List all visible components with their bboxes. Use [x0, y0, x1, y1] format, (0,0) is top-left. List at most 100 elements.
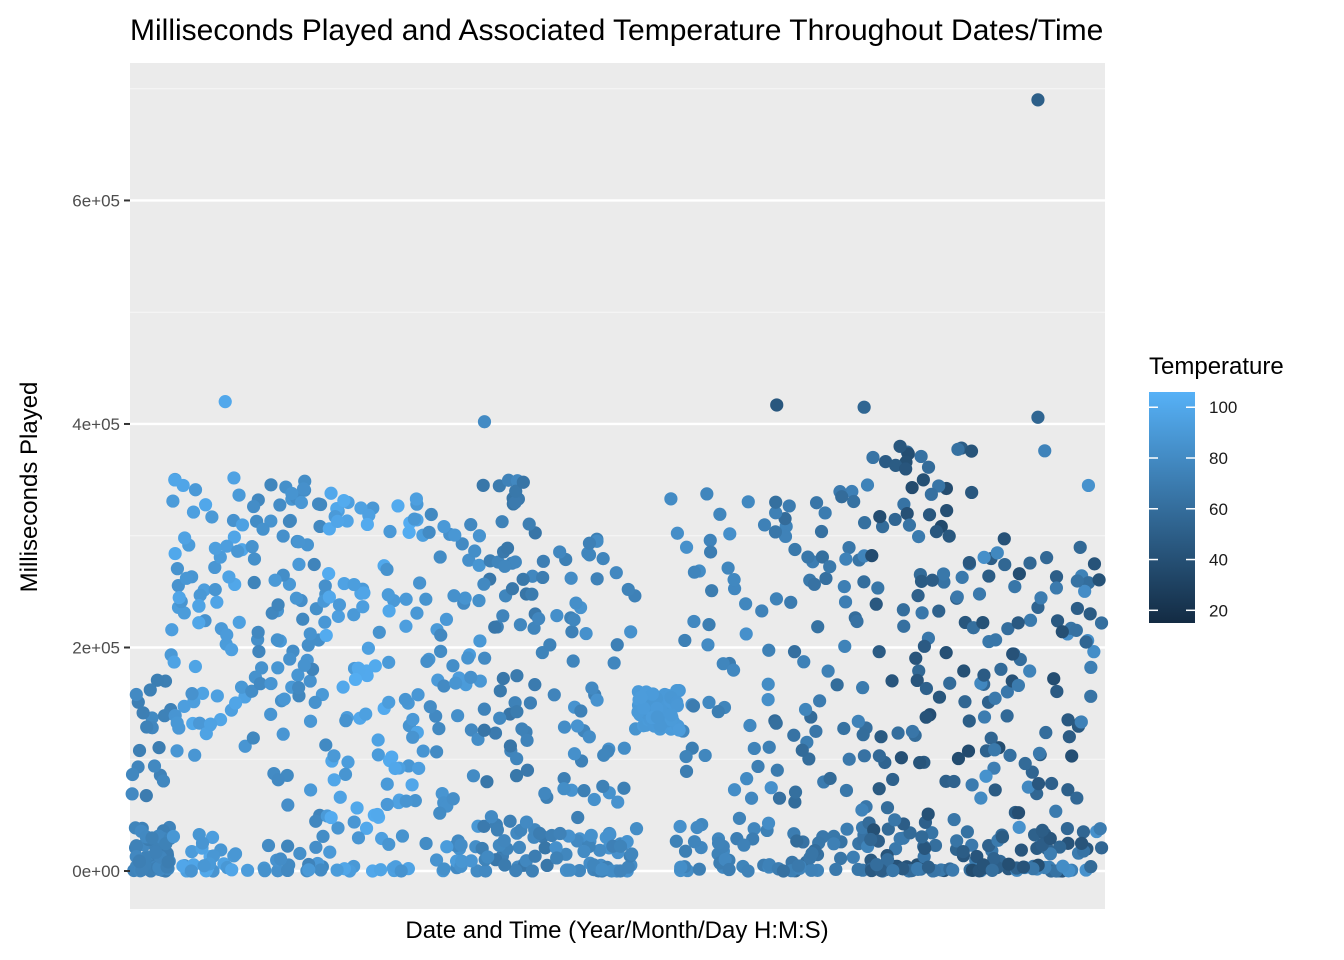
- data-point: [488, 620, 502, 634]
- data-point: [838, 639, 852, 653]
- legend-colorbar: [1149, 392, 1195, 623]
- data-point: [842, 540, 856, 555]
- data-point: [788, 785, 803, 799]
- data-point: [203, 717, 218, 731]
- data-point: [982, 569, 996, 583]
- data-point: [1062, 730, 1076, 744]
- data-point: [698, 748, 712, 763]
- data-point: [240, 863, 255, 877]
- data-point: [464, 723, 478, 737]
- data-point: [778, 512, 792, 526]
- data-point: [672, 723, 686, 737]
- data-point: [497, 834, 511, 848]
- data-point: [327, 773, 341, 787]
- data-point: [234, 680, 249, 694]
- data-point: [1016, 860, 1031, 874]
- data-point: [577, 844, 591, 859]
- data-point: [690, 820, 704, 835]
- data-point: [520, 733, 534, 747]
- data-point: [577, 784, 591, 798]
- data-point: [380, 777, 394, 791]
- data-point: [245, 684, 259, 698]
- data-point: [439, 612, 454, 626]
- data-point: [228, 847, 243, 861]
- data-point: [309, 814, 323, 828]
- data-point: [1076, 825, 1091, 839]
- data-point: [500, 541, 515, 555]
- data-point: [687, 565, 702, 579]
- data-point: [152, 741, 166, 755]
- data-point: [1070, 601, 1084, 616]
- data-point: [281, 798, 295, 812]
- data-point: [732, 811, 747, 825]
- data-point: [782, 499, 796, 513]
- data-point: [946, 863, 960, 877]
- data-point: [932, 604, 946, 618]
- data-point: [727, 783, 742, 797]
- data-point: [424, 507, 438, 522]
- data-point: [416, 744, 430, 758]
- data-point: [692, 862, 706, 876]
- data-point: [276, 529, 290, 543]
- data-point: [525, 864, 539, 878]
- data-point: [928, 838, 943, 853]
- data-point: [910, 673, 924, 688]
- data-point: [330, 863, 344, 877]
- data-point: [293, 846, 307, 861]
- data-point: [557, 782, 571, 796]
- data-point: [974, 791, 988, 805]
- data-point: [1000, 709, 1014, 723]
- data-point: [513, 618, 528, 632]
- data-point: [582, 548, 597, 562]
- data-point: [834, 851, 848, 866]
- data-point: [896, 862, 910, 876]
- data-point: [437, 519, 451, 534]
- data-point: [790, 834, 804, 848]
- data-point: [1070, 791, 1084, 805]
- data-point: [617, 741, 631, 755]
- data-point: [902, 518, 917, 532]
- data-point: [276, 727, 290, 741]
- data-point: [283, 652, 297, 666]
- data-point: [319, 738, 333, 752]
- data-point: [331, 821, 345, 835]
- data-point: [837, 580, 851, 594]
- data-point: [673, 819, 687, 834]
- data-point: [837, 721, 851, 736]
- data-point: [1034, 591, 1048, 605]
- data-point: [1087, 557, 1102, 571]
- data-point: [289, 591, 304, 605]
- legend: Temperature 20 40 60 80 100: [1149, 353, 1284, 623]
- data-point: [1049, 581, 1064, 595]
- data-point: [1092, 573, 1106, 587]
- data-point: [664, 708, 678, 722]
- legend-tick-label: 80: [1209, 449, 1228, 468]
- data-point: [891, 726, 905, 740]
- data-point: [510, 669, 524, 683]
- data-point: [1050, 614, 1065, 628]
- data-point: [755, 604, 769, 618]
- data-point: [1002, 857, 1016, 871]
- data-point: [818, 506, 832, 520]
- data-point: [193, 716, 207, 730]
- data-point: [503, 739, 518, 753]
- data-point: [878, 454, 893, 469]
- data-point: [261, 838, 276, 853]
- data-point: [574, 704, 588, 718]
- data-point: [1035, 823, 1049, 837]
- data-point: [757, 518, 772, 532]
- data-point: [247, 575, 261, 590]
- data-point: [613, 864, 627, 878]
- data-point: [557, 772, 571, 786]
- data-point: [271, 773, 285, 787]
- data-point: [356, 600, 370, 614]
- data-point: [1011, 806, 1026, 820]
- data-point: [997, 532, 1011, 546]
- data-point: [769, 716, 783, 730]
- data-point: [596, 779, 610, 793]
- data-point: [433, 806, 447, 820]
- data-point: [915, 830, 929, 844]
- data-point: [747, 741, 761, 756]
- data-point: [419, 836, 433, 851]
- data-point: [165, 623, 179, 637]
